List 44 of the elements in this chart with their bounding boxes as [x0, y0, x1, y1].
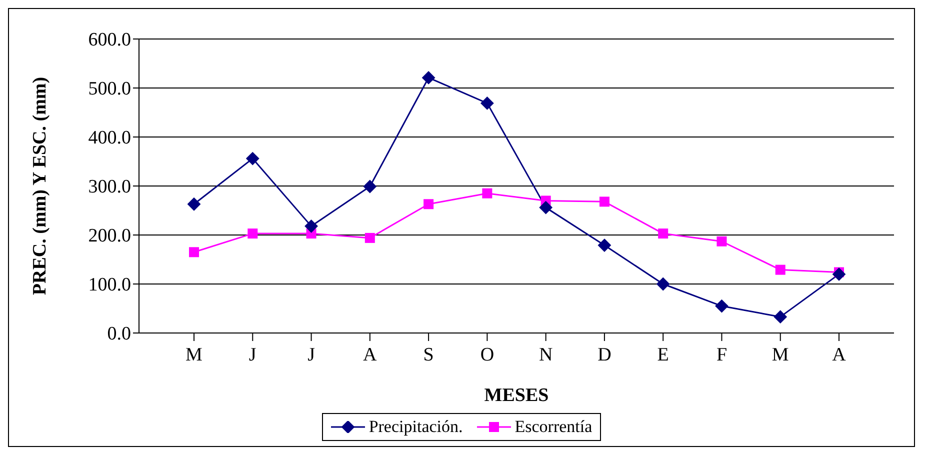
point: [598, 238, 611, 252]
point: [775, 264, 786, 275]
point: [246, 152, 260, 166]
y-tick-label: 0.0: [107, 324, 131, 345]
x-tick-label: M: [186, 344, 203, 366]
point: [658, 228, 668, 239]
point: [774, 310, 787, 324]
x-axis-title: MESES: [484, 385, 549, 406]
point: [656, 278, 670, 290]
x-tick-label: O: [480, 344, 494, 366]
point: [480, 96, 494, 110]
legend-label: Precipitación.: [368, 417, 463, 437]
point: [189, 247, 199, 258]
x-tick-label: S: [423, 344, 434, 366]
x-tick-label: J: [308, 344, 315, 366]
point: [422, 71, 436, 84]
legend-label: Escorrentía: [514, 417, 592, 437]
y-tick-label: 300.0: [88, 176, 131, 198]
x-tick-label: M: [772, 344, 789, 366]
y-axis-title: PREC. (mm) Y ESC. (mm): [30, 76, 51, 296]
y-tick-label: 100.0: [88, 274, 131, 296]
x-tick-label: N: [538, 344, 553, 366]
point: [832, 268, 846, 281]
point: [364, 232, 375, 243]
x-tick-label: A: [832, 344, 846, 366]
y-tick-label: 500.0: [88, 78, 131, 100]
point: [304, 220, 318, 233]
y-tick-label: 400.0: [88, 128, 131, 149]
y-tick-label: 200.0: [88, 226, 131, 247]
point: [424, 199, 434, 210]
x-tick-label: J: [248, 344, 256, 366]
y-tick-label: 600.0: [88, 30, 131, 51]
point: [715, 300, 728, 313]
x-tick-label: E: [657, 344, 669, 366]
point: [716, 236, 727, 246]
point: [188, 198, 200, 211]
point: [363, 180, 376, 193]
point: [539, 201, 552, 214]
x-tick-label: F: [716, 344, 728, 366]
x-tick-label: A: [363, 344, 378, 366]
point: [599, 196, 610, 207]
point: [482, 188, 492, 198]
point: [248, 228, 258, 239]
x-tick-label: D: [598, 344, 612, 366]
